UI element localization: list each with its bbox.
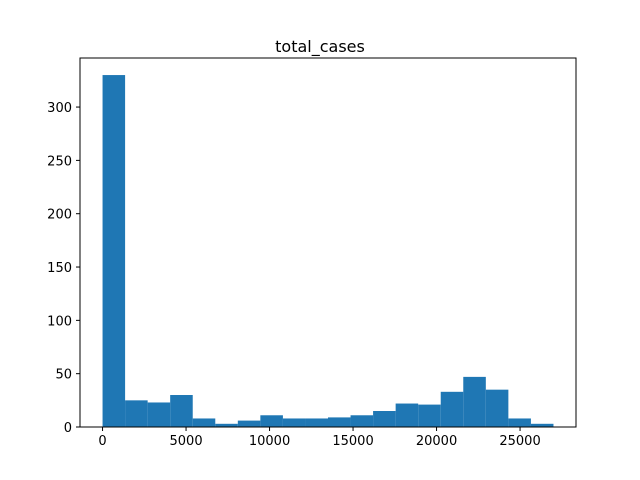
y-tick-label: 50 [55, 368, 72, 383]
x-tick-label: 10000 [249, 434, 290, 449]
histogram-bar [350, 415, 374, 427]
histogram-bar [418, 404, 441, 427]
y-tick-label: 300 [47, 101, 72, 116]
y-tick-label: 250 [47, 154, 72, 169]
chart-title: total_cases [275, 37, 365, 57]
x-tick-label: 20000 [416, 434, 457, 449]
bars-group [102, 75, 554, 427]
y-axis: 0 50 100 150 200 250 300 [47, 101, 80, 436]
histogram-bar [215, 423, 238, 427]
histogram-bar [485, 389, 509, 427]
y-tick-label: 100 [47, 314, 72, 329]
histogram-bar [192, 418, 216, 427]
histogram-bar [440, 391, 464, 427]
histogram-bar [395, 403, 419, 427]
histogram-bar [508, 418, 531, 427]
x-tick-label: 5000 [170, 434, 203, 449]
histogram-bar [237, 420, 261, 427]
x-axis: 0 5000 10000 15000 20000 25000 [98, 427, 541, 449]
histogram-bar [373, 411, 396, 427]
y-tick-label: 0 [64, 421, 72, 436]
histogram-bar [102, 75, 126, 427]
histogram-bar [463, 376, 486, 427]
x-tick-label: 25000 [499, 434, 540, 449]
histogram-bar [328, 417, 351, 427]
y-tick-label: 200 [47, 208, 72, 223]
histogram-bar [147, 402, 171, 427]
histogram-bar [125, 400, 148, 427]
x-tick-label: 15000 [332, 434, 373, 449]
histogram-bar [170, 395, 193, 427]
y-tick-label: 150 [47, 261, 72, 276]
x-tick-label: 0 [98, 434, 106, 449]
plot-frame [79, 57, 577, 428]
histogram-bar [305, 418, 328, 427]
histogram-bar [282, 418, 306, 427]
histogram-bar [260, 415, 283, 427]
histogram-bar [530, 423, 554, 427]
